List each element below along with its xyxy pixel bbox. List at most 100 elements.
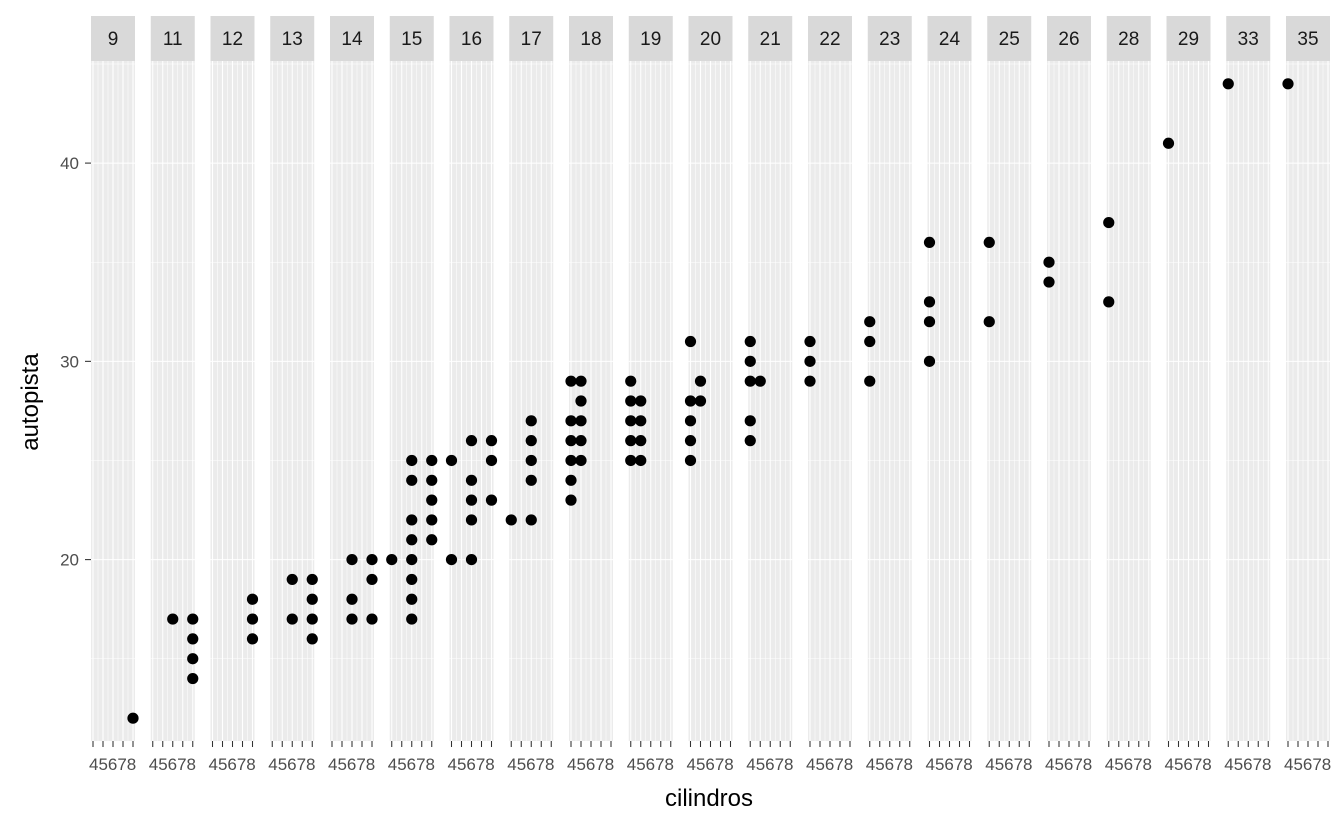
x-axis-title: cilindros <box>665 785 753 812</box>
y-axis-title: autopista <box>17 353 44 451</box>
facet-strip-label: 15 <box>401 29 422 50</box>
x-tick-label: 5 <box>397 755 406 774</box>
x-tick-label: 6 <box>526 755 535 774</box>
x-tick-label: 8 <box>1143 755 1152 774</box>
data-point <box>923 236 936 248</box>
data-point <box>286 613 298 625</box>
x-tick-label: 7 <box>297 755 306 774</box>
x-tick-label: 7 <box>715 755 724 774</box>
x-tick-label: 6 <box>825 755 834 774</box>
data-point <box>485 454 498 467</box>
data-point <box>525 435 537 447</box>
facet-panel-35: 35 4 5 6 7 8 <box>1282 16 1331 774</box>
data-point <box>923 296 936 308</box>
facet-strip <box>569 16 613 61</box>
x-tick-label: 4 <box>328 755 337 774</box>
x-tick-label: 5 <box>457 755 466 774</box>
x-tick-label: 8 <box>844 755 853 774</box>
facet-panel-14: 14 4 5 6 7 8 <box>328 16 378 774</box>
x-tick-label: 8 <box>426 755 435 774</box>
x-tick-label: 4 <box>208 755 217 774</box>
x-tick-label: 6 <box>1183 755 1192 774</box>
data-point <box>306 593 318 605</box>
data-point <box>635 415 647 427</box>
data-point <box>744 335 756 348</box>
y-tick-label: 40 <box>60 154 79 173</box>
x-tick-label: 4 <box>89 755 98 774</box>
data-point <box>923 316 936 328</box>
x-tick-label: 6 <box>944 755 953 774</box>
data-point <box>426 454 438 467</box>
data-point <box>625 454 637 467</box>
x-tick-label: 4 <box>1164 755 1173 774</box>
x-tick-label: 5 <box>1234 755 1243 774</box>
facet-strip <box>1106 16 1151 61</box>
data-point <box>625 375 637 387</box>
data-point <box>306 613 318 625</box>
facet-panel-13: 13 4 5 6 7 8 <box>268 16 318 774</box>
x-tick-label: 7 <box>1073 755 1082 774</box>
x-tick-label: 5 <box>158 755 167 774</box>
x-tick-label: 4 <box>1224 755 1233 774</box>
data-point <box>754 375 766 387</box>
x-tick-label: 4 <box>1284 755 1293 774</box>
data-point <box>684 415 697 427</box>
data-point <box>406 593 418 605</box>
facet-panel-23: 23 4 5 6 7 8 <box>864 16 913 774</box>
data-point <box>246 613 259 625</box>
x-tick-label: 4 <box>567 755 576 774</box>
x-tick-label: 5 <box>1054 755 1063 774</box>
x-tick-label: 8 <box>1262 755 1271 774</box>
x-tick-label: 5 <box>935 755 944 774</box>
x-tick-label: 7 <box>1133 755 1142 774</box>
facet-strip <box>867 16 912 61</box>
facet-strip <box>91 16 135 61</box>
data-point <box>1043 256 1055 268</box>
data-point <box>983 316 995 328</box>
data-point <box>525 474 537 486</box>
data-point <box>694 395 707 407</box>
data-point <box>684 395 697 407</box>
facet-strip <box>389 16 434 61</box>
facet-strip-label: 13 <box>282 29 303 50</box>
facet-strip <box>330 16 374 61</box>
data-point <box>744 435 756 447</box>
data-point <box>684 335 697 348</box>
facet-strip-label: 26 <box>1058 29 1079 50</box>
data-point <box>525 514 537 526</box>
facet-strip <box>270 16 315 61</box>
facet-strip-label: 33 <box>1238 29 1259 50</box>
data-point <box>346 613 358 625</box>
data-point <box>804 375 816 387</box>
x-tick-label: 7 <box>1312 755 1321 774</box>
data-point <box>406 534 418 546</box>
x-tick-label: 4 <box>447 755 456 774</box>
y-tick-label: 30 <box>60 352 79 371</box>
x-tick-label: 8 <box>963 755 972 774</box>
data-point <box>346 593 358 605</box>
x-tick-label: 5 <box>995 755 1004 774</box>
x-tick-label: 7 <box>177 755 186 774</box>
x-tick-label: 6 <box>1064 755 1073 774</box>
x-tick-label: 7 <box>356 755 365 774</box>
data-point <box>575 375 587 387</box>
x-tick-label: 6 <box>586 755 595 774</box>
x-tick-label: 7 <box>655 755 664 774</box>
x-tick-label: 5 <box>1293 755 1302 774</box>
facet-strip <box>748 16 793 61</box>
data-point <box>465 435 478 447</box>
x-tick-label: 6 <box>1243 755 1252 774</box>
x-tick-label: 8 <box>904 755 913 774</box>
x-tick-label: 4 <box>507 755 516 774</box>
facet-strip <box>449 16 494 61</box>
data-point <box>366 554 378 566</box>
data-point <box>625 415 637 427</box>
x-tick-label: 6 <box>885 755 894 774</box>
data-point <box>406 613 418 625</box>
x-tick-label: 5 <box>756 755 765 774</box>
data-point <box>406 514 418 526</box>
data-point <box>1103 296 1115 308</box>
x-tick-label: 7 <box>416 755 425 774</box>
